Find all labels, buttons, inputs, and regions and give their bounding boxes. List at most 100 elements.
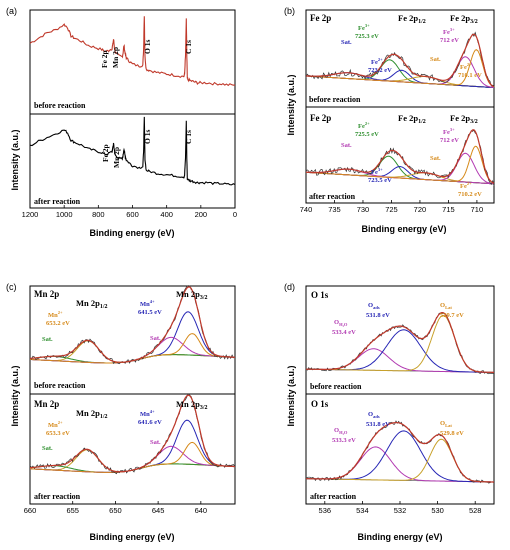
panel-d-h2o-bot-val: 533.3 eV — [332, 437, 356, 444]
panel-b-fe3b-top-val: 712 eV — [440, 37, 459, 44]
panel-b-fe2a-top: Fe2+ — [371, 57, 383, 66]
panel-a: (a) 1200 1000 800 600 400 200 0 Intensity (a.u… — [6, 6, 237, 238]
panel-c-bot-envelope — [29, 394, 236, 473]
panel-d-ylabel: Intensity (a.u.) — [286, 365, 296, 426]
panel-b-x-tick-label: 735 — [328, 205, 341, 214]
panel-d-ads-bot-val: 531.8 eV — [366, 421, 390, 428]
panel-a-x-tick-label: 200 — [195, 210, 208, 219]
panel-b-fe2a-top-val: 723.2 eV — [368, 67, 392, 74]
panel-d-x-tick-label: 532 — [394, 506, 407, 515]
panel-b-x-tick-label: 710 — [471, 205, 484, 214]
panel-c-p32-top: Mn 2p3/2 — [176, 289, 208, 301]
panel-c-mn2-top: Mn2+ — [48, 310, 63, 319]
panel-b-fe3a-bot-val: 725.5 eV — [355, 131, 379, 138]
panel-b-p12-bot-sub: 1/2 — [418, 119, 426, 125]
panel-d-x-tick-label: 536 — [319, 506, 332, 515]
panel-d-xticks: 536 534 532 530 528 — [319, 501, 481, 515]
panel-d-lat-top: OLat — [440, 302, 452, 310]
panel-a-x-tick-label: 400 — [160, 210, 173, 219]
panel-a-ylabel: Intensity (a.u.) — [10, 129, 20, 190]
panel-b-frame-bot — [305, 106, 495, 204]
panel-a-series-after — [29, 116, 236, 186]
panel-b-x-tick-label: 730 — [357, 205, 370, 214]
panel-c-sat-top: Sat. — [42, 336, 53, 343]
panel-c-x-tick-label: 650 — [109, 506, 122, 515]
panel-d-xlabel: Binding energy (eV) — [357, 532, 442, 542]
panel-c-plot — [29, 285, 236, 475]
panel-label-b: (b) — [284, 6, 295, 16]
panel-c-mn4-bot-val: 641.6 eV — [138, 419, 162, 426]
panel-a-x-tick-label: 1200 — [22, 210, 39, 219]
panel-d-lat-bot: OLat — [440, 420, 452, 428]
panel-c-mn2-top-val: 653.2 eV — [46, 320, 70, 327]
panel-a-xticks: 1200 1000 800 600 400 200 0 — [22, 205, 237, 219]
panel-b-x-tick-label: 720 — [414, 205, 427, 214]
panel-c-x-tick-label: 640 — [195, 506, 208, 515]
panel-d-title-bot: O 1s — [311, 399, 329, 409]
panel-b-p12-top-sub: 1/2 — [418, 19, 426, 25]
panel-d-after: after reaction — [310, 492, 357, 501]
panel-d-h2o-top: OH₂O — [334, 319, 348, 327]
panel-b-fe3a-top: Fe3+ — [358, 23, 370, 32]
panel-b: (b) 740 735 730 725 720 715 710 Intensity (a.u… — [284, 6, 495, 234]
panel-c-sat2-bot: Sat. — [150, 439, 161, 446]
panel-b-p32-bot-sub: 3/2 — [470, 119, 478, 125]
panel-c-mn4-top-val: 641.5 eV — [138, 309, 162, 316]
panel-c-p32-bot: Mn 2p3/2 — [176, 399, 208, 411]
panel-b-p12-top: Fe 2p1/2 — [398, 13, 426, 25]
panel-b-title-bot: Fe 2p — [310, 113, 331, 123]
panel-label-a: (a) — [6, 6, 17, 16]
panel-c-x-tick-label: 655 — [66, 506, 79, 515]
panel-b-sat-bot: Sat. — [341, 142, 352, 149]
panel-c-frame-top — [29, 285, 236, 395]
panel-d-h2o-bot: OH₂O — [334, 427, 348, 435]
panel-c-sat-bot: Sat. — [42, 445, 53, 452]
panel-c-before: before reaction — [34, 381, 86, 390]
panel-b-sat-top: Sat. — [341, 39, 352, 46]
panel-a-x-tick-label: 1000 — [56, 210, 73, 219]
panel-c-mn2-bot: Mn2+ — [48, 420, 63, 429]
panel-a-xlabel: Binding energy (eV) — [89, 228, 174, 238]
panel-b-bot-component-6 — [305, 145, 495, 184]
panel-d-x-tick-label: 530 — [431, 506, 444, 515]
panel-a-x-tick-label: 600 — [126, 210, 139, 219]
panel-a-fe2p-bot: Fe 2p — [101, 144, 110, 162]
panel-b-p32-bot: Fe 2p3/2 — [450, 113, 478, 125]
panel-a-mn2p-top: Mn 2p — [111, 47, 120, 68]
panel-a-c1s-top: C 1s — [184, 40, 193, 54]
panel-b-fe3a-bot: Fe2+ — [358, 121, 370, 130]
panel-d-h2o-top-val: 533.4 eV — [332, 329, 356, 336]
panel-c-top-envelope — [29, 286, 236, 363]
panel-a-x-tick-label: 800 — [92, 210, 105, 219]
panel-a-plot — [29, 16, 236, 186]
panel-a-frame-top — [29, 9, 236, 115]
panel-c-title-bot: Mn 2p — [34, 399, 59, 409]
panel-d-title-top: O 1s — [311, 290, 329, 300]
panel-d-before: before reaction — [310, 382, 362, 391]
panel-b-fe2a-bot: Fe3+ — [371, 167, 383, 176]
panel-b-bot-envelope — [305, 129, 495, 184]
panel-b-fe3b-bot: Fe3+ — [443, 127, 455, 136]
panel-b-sat2-bot: Sat. — [430, 155, 441, 162]
panel-b-fe3a-top-val: 725.3 eV — [355, 33, 379, 40]
panel-b-x-tick-label: 715 — [442, 205, 455, 214]
panel-b-fe3b-bot-val: 712 eV — [440, 137, 459, 144]
panel-a-after: after reaction — [34, 197, 81, 206]
panel-c-p12-top: Mn 2p1/2 — [76, 298, 108, 310]
panel-b-p12-bot-main: Fe 2p — [398, 113, 418, 123]
panel-c-bot-component-4 — [29, 445, 236, 473]
panel-b-after: after reaction — [309, 192, 356, 201]
panel-a-series-before — [29, 16, 236, 87]
panel-d-ads-top: Oads — [368, 302, 380, 310]
panel-c: (c) 660 655 650 645 640 Intensity (a.u.) Bin… — [6, 282, 236, 542]
panel-b-x-tick-label: 740 — [300, 205, 313, 214]
panel-d-x-tick-label: 534 — [356, 506, 369, 515]
panel-c-xlabel: Binding energy (eV) — [89, 532, 174, 542]
panel-b-fe3b-top: Fe3+ — [443, 27, 455, 36]
panel-a-frame-bot — [29, 113, 236, 209]
panel-label-c: (c) — [6, 282, 17, 292]
panel-b-plot — [305, 31, 495, 186]
panel-c-x-tick-label: 645 — [152, 506, 165, 515]
panel-a-fe2p-top: Fe 2p — [100, 50, 109, 68]
